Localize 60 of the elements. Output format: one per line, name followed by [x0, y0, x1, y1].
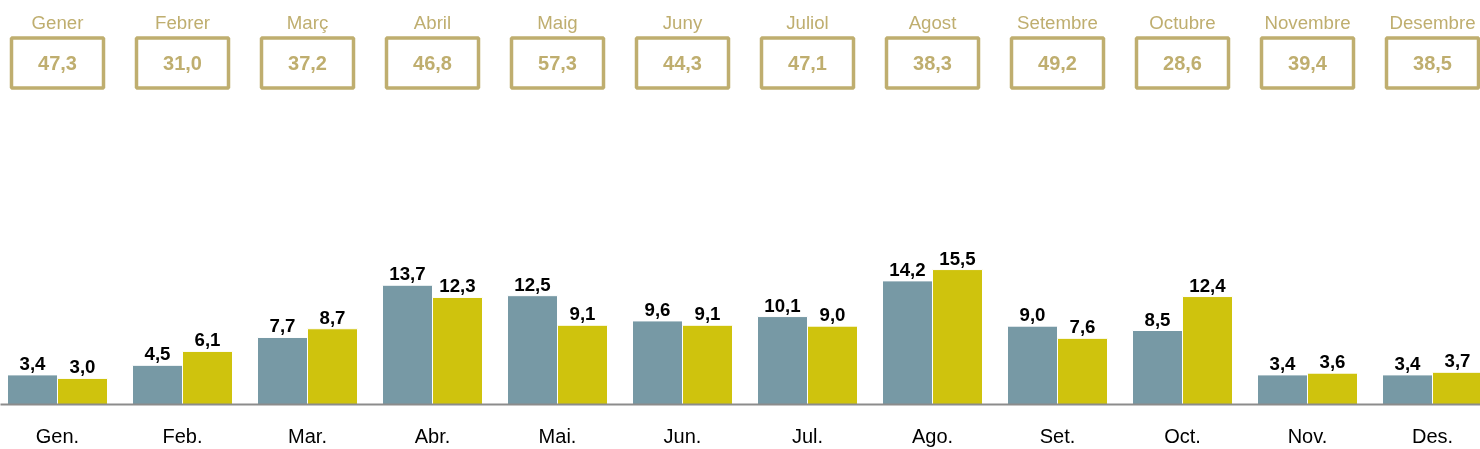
data-label: 12,5: [514, 273, 551, 295]
category-label: Juliol: [786, 12, 829, 33]
data-label: 13,7: [389, 263, 426, 285]
data-label: 3,7: [1444, 350, 1471, 372]
x-tick-label: Feb.: [162, 424, 203, 447]
data-label: 3,0: [69, 356, 96, 378]
category-label: Febrer: [155, 12, 210, 33]
text: 57,3: [538, 52, 577, 74]
text: 47,1: [788, 52, 827, 74]
text: 49,2: [1038, 52, 1077, 74]
data-label: 4,5: [144, 343, 171, 365]
text: 47,3: [38, 52, 77, 74]
category-label: Juny: [662, 12, 703, 33]
category-label: Desembre: [1389, 12, 1476, 33]
x-tick-label: Mai.: [538, 424, 577, 447]
data-label: 7,7: [269, 315, 296, 337]
x-tick-label: Ago.: [911, 424, 954, 447]
data-label: 12,4: [1189, 274, 1227, 296]
data-label: 7,6: [1069, 316, 1096, 338]
x-tick-label: Set.: [1039, 424, 1076, 447]
x-tick-label: Des.: [1411, 424, 1454, 447]
data-label: 9,0: [819, 304, 846, 326]
data-label: 9,1: [694, 303, 721, 325]
category-label: Maig: [537, 12, 578, 33]
category-label: Setembre: [1017, 12, 1098, 33]
data-label: 6,1: [194, 329, 221, 351]
data-label: 9,1: [569, 303, 596, 325]
data-label: 15,5: [939, 247, 976, 269]
data-label: 3,4: [19, 352, 47, 374]
text: 39,4: [1288, 52, 1327, 74]
x-tick-label: Oct.: [1164, 424, 1201, 447]
data-label: 3,4: [1394, 352, 1422, 374]
category-label: Març: [286, 12, 329, 33]
text: 38,3: [913, 52, 952, 74]
data-label: 8,7: [319, 306, 346, 328]
x-tick-label: Gen.: [35, 424, 80, 447]
data-label: 12,3: [439, 275, 476, 297]
text: 38,5: [1413, 52, 1452, 74]
text: 28,6: [1163, 52, 1202, 74]
x-tick-label: Abr.: [414, 424, 451, 447]
category-label: Abril: [413, 12, 452, 33]
category-label: Gener: [31, 12, 84, 33]
data-label: 9,6: [644, 298, 671, 320]
x-tick-label: Jul.: [791, 424, 824, 447]
text: 44,3: [663, 52, 702, 74]
text: 31,0: [163, 52, 202, 74]
data-label: 3,6: [1319, 351, 1346, 373]
data-label: 9,0: [1019, 304, 1046, 326]
data-label: 3,4: [1269, 352, 1297, 374]
category-label: Novembre: [1264, 12, 1351, 33]
data-label: 14,2: [889, 258, 926, 280]
x-tick-label: Nov.: [1287, 424, 1328, 447]
text: 46,8: [413, 52, 452, 74]
data-label: 8,5: [1144, 308, 1171, 330]
category-label: Octubre: [1149, 12, 1216, 33]
data-label: 10,1: [764, 294, 801, 316]
text: 37,2: [288, 52, 327, 74]
x-tick-label: Jun.: [663, 424, 702, 447]
category-label: Agost: [908, 12, 958, 33]
x-tick-label: Mar.: [288, 424, 327, 447]
